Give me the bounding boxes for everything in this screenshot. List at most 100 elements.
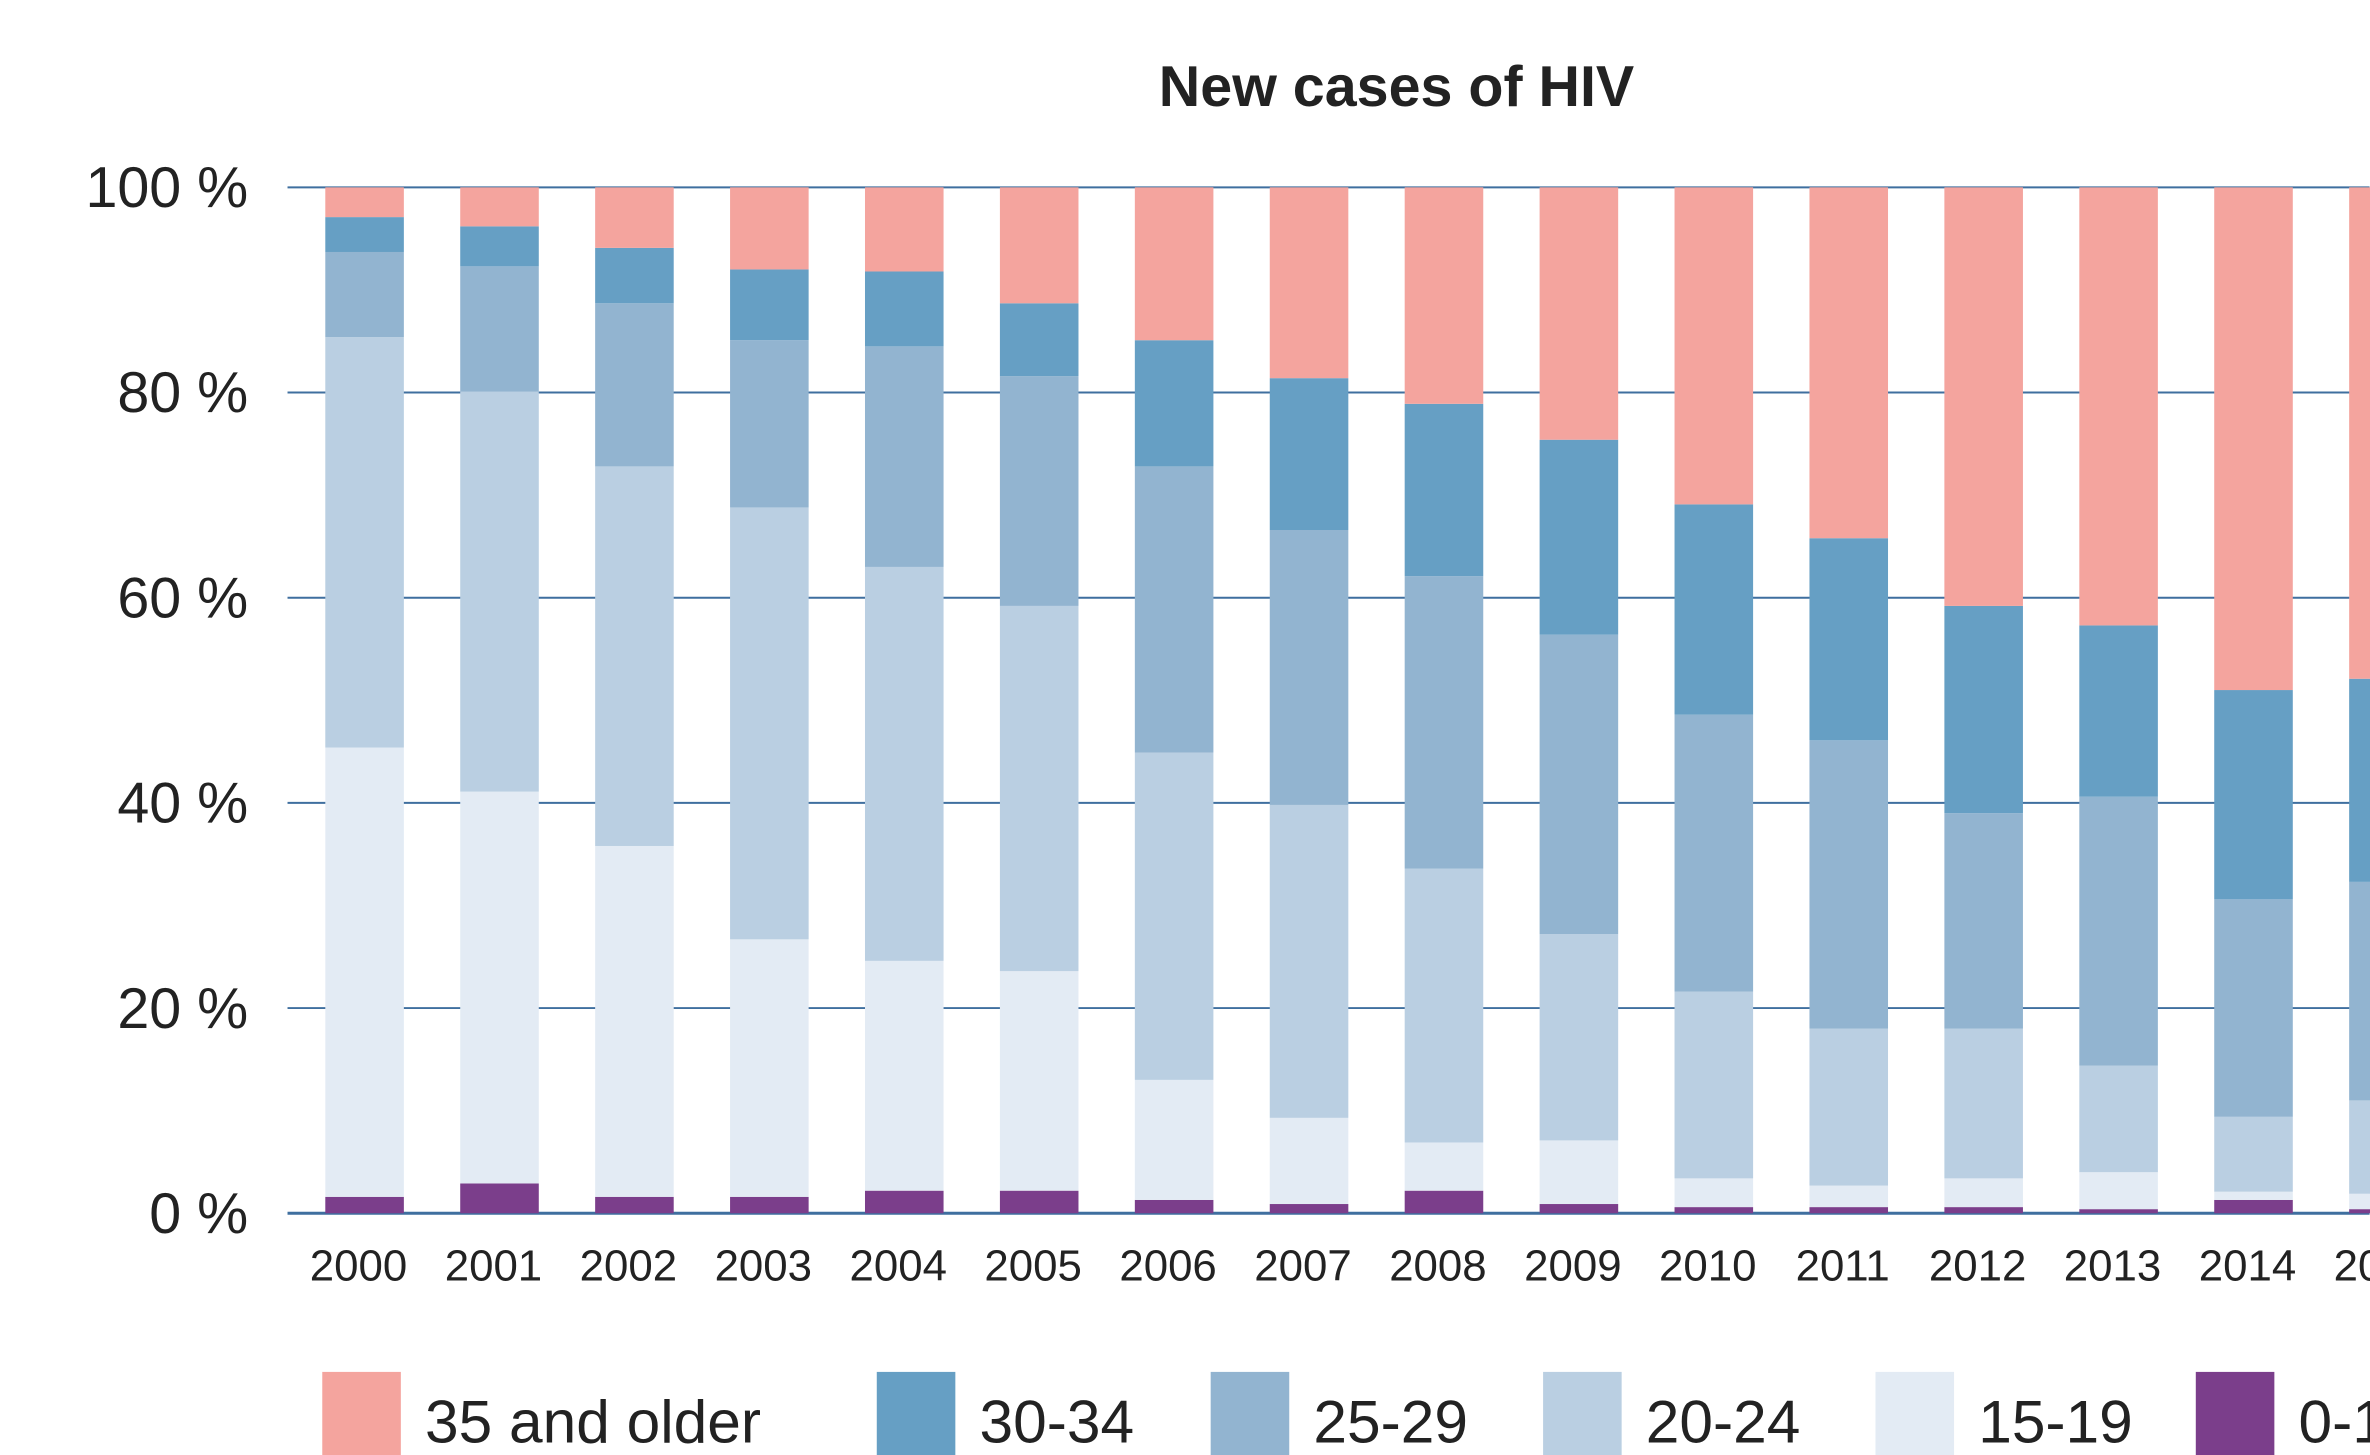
bar-segment	[730, 939, 809, 1197]
bar-segment	[864, 566, 944, 961]
bar-segment	[1944, 605, 2023, 814]
bar-segment	[1944, 187, 2023, 606]
bar-segment	[730, 187, 809, 270]
bar-segment	[1539, 187, 1619, 440]
bar-segment	[1269, 1204, 1349, 1214]
bar-segment	[1134, 340, 1214, 467]
bar-segment	[1134, 1199, 1214, 1214]
bar-segment	[1674, 1178, 1754, 1208]
bar-segment	[1269, 187, 1349, 379]
bar-segment	[1404, 576, 1484, 869]
legend-label: 0-1	[2299, 1387, 2370, 1455]
x-tick-label: 2000	[310, 1242, 407, 1291]
x-tick-label: 2012	[1929, 1242, 2026, 1291]
legend-label: 15-19	[1978, 1387, 2133, 1455]
legend-swatch	[2195, 1371, 2275, 1455]
bar-segment	[1674, 1207, 1754, 1214]
y-tick-label: 80 %	[117, 361, 248, 425]
x-tick-label: 2007	[1254, 1242, 1351, 1291]
x-tick-label: 2015	[2334, 1242, 2370, 1291]
x-tick-label: 2009	[1524, 1242, 1621, 1291]
bar-segment	[1809, 1207, 1889, 1214]
bar-segment	[999, 605, 1079, 972]
bar-segment	[460, 1183, 539, 1214]
bar-segment	[325, 337, 404, 748]
x-tick-label: 2002	[580, 1242, 677, 1291]
legend-label: 20-24	[1646, 1387, 1801, 1455]
bar-segment	[595, 1196, 674, 1214]
x-tick-label: 2005	[984, 1242, 1081, 1291]
bar-segment	[1539, 1204, 1619, 1214]
bar-segment	[2214, 1191, 2293, 1200]
bar-segment	[864, 960, 944, 1191]
bar-segment	[730, 507, 809, 940]
bar-segment	[1404, 868, 1484, 1143]
bar-segment	[1809, 187, 1889, 539]
bar-segment	[864, 187, 944, 272]
legend-label: 25-29	[1313, 1387, 1468, 1455]
bar-segment	[1404, 187, 1484, 404]
bar-segment	[2079, 1209, 2158, 1214]
bar-segment	[1539, 439, 1619, 635]
bar-segment	[999, 303, 1079, 377]
bar-segment	[460, 791, 539, 1184]
bar-segment	[730, 1196, 809, 1214]
bar-segment	[325, 217, 404, 252]
bar-segment	[1674, 991, 1754, 1179]
bar-segment	[2079, 1172, 2158, 1210]
bar-segment	[2079, 625, 2158, 797]
bar-segment	[2349, 187, 2370, 679]
bar-segment	[460, 391, 539, 792]
bar-segment	[460, 266, 539, 392]
x-tick-label: 2010	[1659, 1242, 1756, 1291]
bar-segment	[460, 226, 539, 267]
legend-swatch	[1210, 1371, 1290, 1455]
x-tick-label: 2004	[850, 1242, 947, 1291]
bar-segment	[730, 340, 809, 508]
bar-segment	[2079, 1065, 2158, 1173]
bar-segment	[999, 376, 1079, 606]
bar-segment	[1674, 187, 1754, 505]
legend-label: 30-34	[980, 1387, 1135, 1455]
bar-segment	[1539, 634, 1619, 935]
bar-segment	[999, 1190, 1079, 1214]
bar-segment	[2349, 1100, 2370, 1194]
bar-segment	[1134, 1079, 1214, 1200]
chart-title: New cases of HIV	[1159, 55, 1634, 119]
bar-segment	[864, 346, 944, 567]
bar-segment	[2349, 1209, 2370, 1214]
bar-segment	[1404, 403, 1484, 577]
bar-segment	[595, 303, 674, 467]
bar-segment	[999, 971, 1079, 1191]
bar-segment	[460, 187, 539, 227]
bar-segment	[2349, 678, 2370, 882]
x-tick-label: 2006	[1119, 1242, 1216, 1291]
bar-segment	[1269, 1117, 1349, 1205]
bar-segment	[2079, 187, 2158, 626]
bar-segment	[2349, 881, 2370, 1101]
bar-segment	[1944, 1178, 2023, 1208]
legend-swatch	[1543, 1371, 1622, 1455]
y-tick-label: 0 %	[149, 1182, 248, 1246]
y-tick-label: 40 %	[117, 772, 248, 836]
x-tick-label: 2003	[715, 1242, 812, 1291]
bar-segment	[1809, 538, 1889, 741]
bar-segment	[999, 187, 1079, 304]
bar-segment	[2214, 1199, 2293, 1214]
bar-segment	[1404, 1142, 1484, 1191]
bar-segment	[1674, 714, 1754, 992]
x-tick-label: 2013	[2064, 1242, 2161, 1291]
bar-segment	[2214, 899, 2293, 1117]
bar-segment	[325, 187, 404, 218]
x-tick-label: 2011	[1796, 1242, 1890, 1291]
bar-segment	[1269, 378, 1349, 531]
bar-segment	[864, 1190, 944, 1214]
bar-segment	[325, 1196, 404, 1214]
bar-segment	[1674, 504, 1754, 715]
bar-segment	[1944, 1028, 2023, 1179]
bar-segment	[864, 271, 944, 347]
bar-segment	[2214, 187, 2293, 691]
bar-segment	[1539, 1140, 1619, 1205]
bar-segment	[1809, 1185, 1889, 1208]
bar-segment	[1809, 740, 1889, 1029]
